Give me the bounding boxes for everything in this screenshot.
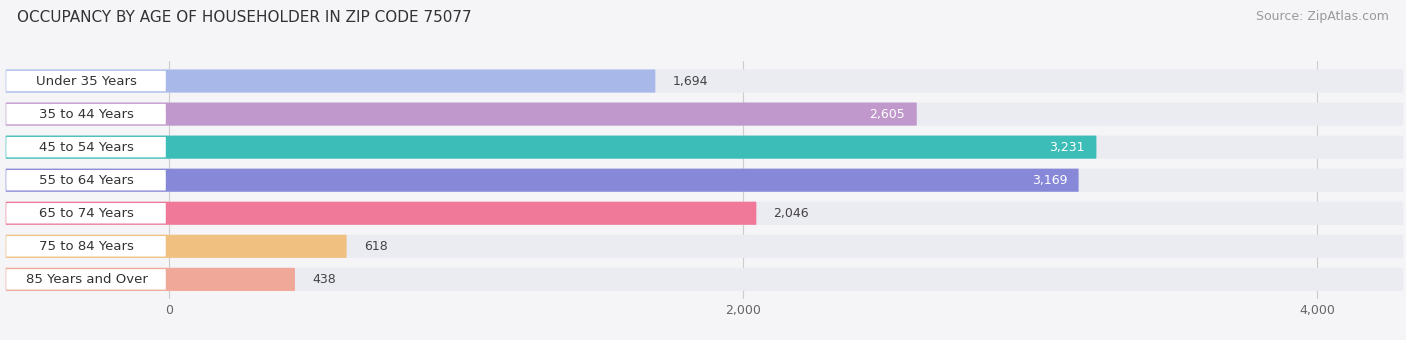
Text: 1,694: 1,694 [672,74,709,87]
FancyBboxPatch shape [6,235,1403,258]
Text: 438: 438 [312,273,336,286]
Text: OCCUPANCY BY AGE OF HOUSEHOLDER IN ZIP CODE 75077: OCCUPANCY BY AGE OF HOUSEHOLDER IN ZIP C… [17,10,471,25]
Text: 2,046: 2,046 [773,207,810,220]
FancyBboxPatch shape [6,103,1403,126]
FancyBboxPatch shape [6,69,655,92]
FancyBboxPatch shape [6,71,166,91]
FancyBboxPatch shape [6,202,1403,225]
Text: 55 to 64 Years: 55 to 64 Years [39,174,134,187]
FancyBboxPatch shape [6,268,295,291]
Text: 75 to 84 Years: 75 to 84 Years [39,240,134,253]
Text: 3,231: 3,231 [1049,141,1085,154]
FancyBboxPatch shape [6,169,1403,192]
Text: 45 to 54 Years: 45 to 54 Years [39,141,134,154]
FancyBboxPatch shape [6,236,166,257]
Text: 2,605: 2,605 [869,107,905,121]
FancyBboxPatch shape [6,203,166,223]
FancyBboxPatch shape [6,170,166,190]
Text: 3,169: 3,169 [1032,174,1067,187]
Text: Source: ZipAtlas.com: Source: ZipAtlas.com [1256,10,1389,23]
Text: 65 to 74 Years: 65 to 74 Years [39,207,134,220]
FancyBboxPatch shape [6,136,1097,159]
FancyBboxPatch shape [6,269,166,290]
FancyBboxPatch shape [6,202,756,225]
Text: 85 Years and Over: 85 Years and Over [25,273,148,286]
FancyBboxPatch shape [6,103,917,126]
FancyBboxPatch shape [6,69,1403,92]
Text: 618: 618 [364,240,388,253]
Text: 35 to 44 Years: 35 to 44 Years [39,107,134,121]
FancyBboxPatch shape [6,268,1403,291]
FancyBboxPatch shape [6,169,1078,192]
FancyBboxPatch shape [6,235,347,258]
FancyBboxPatch shape [6,104,166,124]
FancyBboxPatch shape [6,137,166,157]
FancyBboxPatch shape [6,136,1403,159]
Text: Under 35 Years: Under 35 Years [37,74,136,87]
